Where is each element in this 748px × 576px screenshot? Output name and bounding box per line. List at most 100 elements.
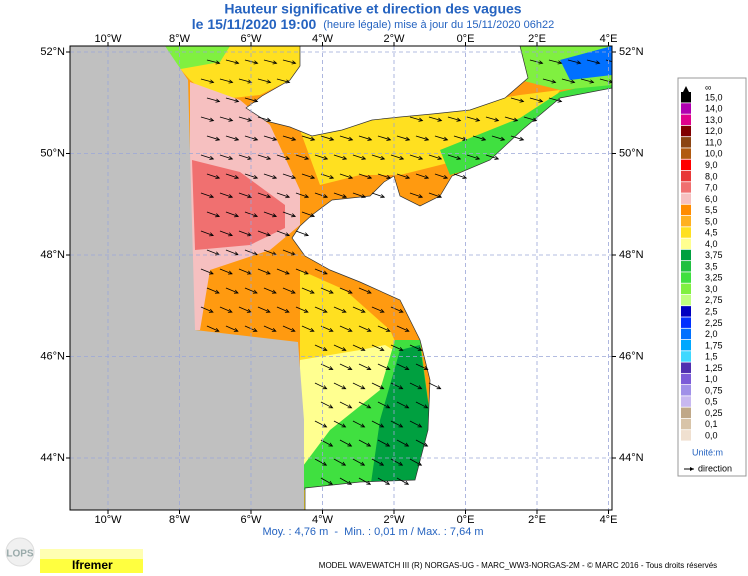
direction-arrow [276, 230, 290, 236]
direction-arrow [219, 154, 233, 160]
direction-arrow-head [366, 480, 372, 485]
direction-arrow-head [322, 385, 328, 390]
lon-label-bottom: 2°E [528, 514, 546, 526]
direction-arrow-head [360, 385, 366, 390]
direction-arrow [371, 382, 384, 390]
direction-arrow-head [380, 194, 386, 199]
legend-swatch [681, 261, 691, 272]
direction-arrow [453, 135, 467, 141]
direction-arrow [320, 363, 333, 370]
legend-swatch [681, 272, 691, 283]
stats: Moy. : 4,76 m - Min. : 0,01 m / Max. : 7… [262, 526, 483, 538]
legend-label: 4,5 [705, 228, 718, 238]
direction-arrow-head [519, 98, 525, 103]
direction-arrow-head [418, 194, 424, 199]
legend-swatch [681, 430, 691, 441]
direction-arrow-head [233, 289, 239, 294]
logo-ifremer: Ifremer [72, 558, 113, 572]
direction-arrow [320, 287, 334, 294]
map [69, 45, 613, 511]
direction-arrow-head [361, 194, 367, 199]
legend-swatch [681, 204, 691, 216]
direction-arrow-head [328, 404, 334, 409]
direction-arrow-head [247, 79, 253, 84]
direction-arrow [358, 363, 371, 370]
direction-arrow-head [443, 136, 449, 141]
direction-arrow-head [214, 289, 220, 294]
direction-arrow [605, 59, 612, 62]
legend-swatch [681, 193, 691, 204]
direction-arrow-head [285, 79, 291, 84]
direction-arrow-head [494, 117, 500, 122]
lon-label-top: 2°W [384, 33, 406, 45]
direction-arrow [358, 477, 371, 485]
legend-swatch [681, 317, 691, 328]
direction-arrow [396, 477, 409, 485]
direction-arrow-head [360, 461, 366, 466]
direction-arrow [358, 325, 371, 332]
lat-label-right: 46°N [619, 350, 644, 362]
direction-arrow [314, 382, 327, 390]
direction-arrow-head [290, 289, 296, 294]
direction-arrow-head [379, 423, 385, 428]
direction-arrow-head [538, 98, 544, 103]
direction-arrow [371, 306, 385, 313]
direction-arrow-head [494, 155, 500, 160]
direction-arrow-head [423, 442, 429, 447]
direction-arrow [200, 154, 214, 160]
direction-arrow-head [398, 347, 404, 351]
direction-arrow-head [214, 327, 220, 332]
direction-arrow [282, 287, 296, 294]
direction-arrow [409, 154, 423, 160]
direction-arrow-head [328, 289, 334, 294]
date: le 15/11/2020 19:00 [192, 16, 317, 32]
direction-arrow [352, 382, 365, 390]
direction-arrow [352, 458, 365, 466]
lat-label-right: 48°N [619, 249, 644, 261]
direction-arrow-head [290, 327, 296, 332]
no-data [70, 46, 304, 510]
direction-arrow [542, 78, 556, 83]
direction-arrow [225, 173, 239, 179]
direction-arrow-head [322, 423, 328, 428]
direction-arrow [314, 458, 327, 466]
direction-arrow-head [404, 327, 410, 332]
direction-arrow [295, 192, 309, 198]
lon-label-top: 4°E [600, 33, 618, 45]
direction-arrow-head [209, 117, 215, 122]
direction-arrow-head [380, 155, 386, 160]
legend-label: 1,5 [705, 352, 718, 362]
direction-arrow [510, 135, 524, 141]
direction-arrow [358, 287, 372, 294]
direction-arrow [339, 477, 352, 485]
direction-arrow-head [209, 194, 215, 199]
direction-arrow [295, 268, 309, 275]
direction-arrow [314, 306, 328, 313]
legend-label: 3,75 [705, 250, 723, 260]
direction-arrow [320, 135, 334, 141]
direction-arrow [415, 135, 429, 141]
direction-arrow [200, 116, 214, 122]
direction-arrow-head [328, 480, 334, 485]
direction-arrow [314, 154, 328, 160]
direction-arrow-head [272, 175, 278, 180]
direction-arrow-head [265, 308, 271, 313]
legend-swatch [681, 339, 691, 351]
direction-arrow-head [265, 270, 271, 275]
direction-arrow-head [366, 327, 372, 332]
direction-arrow-head [228, 79, 234, 84]
direction-arrow-head [532, 117, 538, 122]
direction-arrow [257, 306, 271, 313]
direction-arrow-head [379, 461, 385, 466]
title: Hauteur significative et direction des v… [224, 1, 521, 17]
direction-arrow-head [322, 461, 328, 466]
legend-swatch [681, 159, 691, 171]
legend-label: 2,75 [705, 295, 723, 305]
direction-arrow [301, 135, 315, 141]
direction-arrow [377, 401, 390, 409]
direction-arrow [225, 59, 239, 64]
direction-arrow-head [228, 232, 233, 237]
direction-arrow-head [323, 155, 329, 160]
direction-arrow-head [271, 327, 277, 332]
